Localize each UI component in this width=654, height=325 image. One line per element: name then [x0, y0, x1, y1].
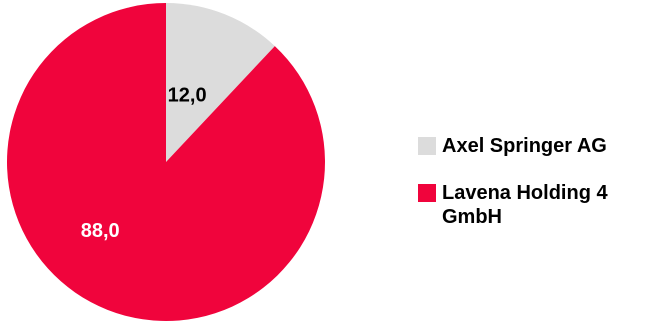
pie-slice-axel-springer-ag — [166, 3, 275, 162]
legend-item-lavena-holding: Lavena Holding 4 GmbH — [418, 181, 654, 229]
pie-slice-lavena-holding-4-gmbh — [6, 3, 326, 321]
legend-label-axel-springer: Axel Springer AG — [442, 135, 607, 157]
data-label-lavena-holding-4-gmbh: 88,0 — [81, 220, 120, 242]
legend-swatch-lavena-holding — [418, 184, 436, 202]
data-label-axel-springer-ag: 12,0 — [168, 84, 207, 106]
pie-data-labels: 12,0 88,0 — [81, 84, 207, 242]
legend: Axel Springer AG Lavena Holding 4 GmbH — [418, 134, 654, 229]
legend-label-lavena-holding: Lavena Holding 4 GmbH — [442, 182, 608, 228]
legend-swatch-axel-springer — [418, 137, 436, 155]
legend-item-axel-springer: Axel Springer AG — [418, 134, 654, 158]
pie-slices — [6, 3, 326, 321]
